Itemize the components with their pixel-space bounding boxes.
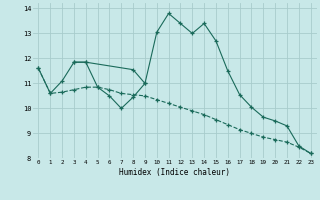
X-axis label: Humidex (Indice chaleur): Humidex (Indice chaleur) [119,168,230,177]
